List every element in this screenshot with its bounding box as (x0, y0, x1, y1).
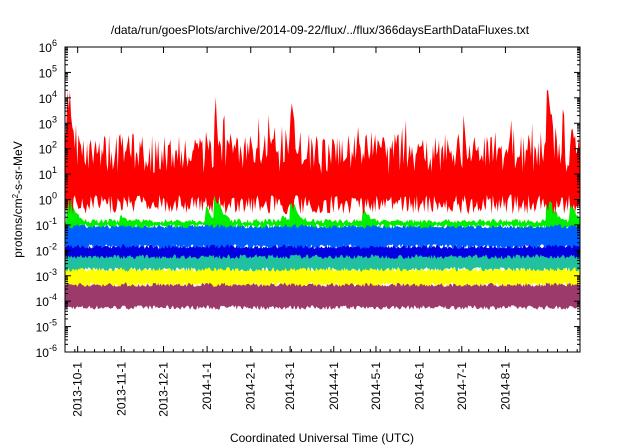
flux-band-3 (65, 221, 580, 272)
y-tick-label: 10-6 (36, 343, 57, 360)
y-tick-label: 10-4 (36, 292, 57, 309)
plot-data-area (65, 90, 580, 310)
x-tick-label: 2013-10-1 (71, 362, 85, 417)
y-tick-label: 10-2 (36, 241, 57, 258)
flux-band-7 (65, 90, 580, 215)
y-tick-label: 101 (39, 165, 57, 182)
flux-band-6 (65, 173, 580, 229)
x-tick-label: 2014-6-1 (413, 362, 427, 410)
x-axis-label: Coordinated Universal Time (UTC) (230, 431, 414, 445)
x-tick-label: 2014-7-1 (455, 362, 469, 410)
axis-ticks: 10-6 10-5 10-4 10-3 10-2 10-1 100 101 102 103 104 1… (36, 38, 580, 417)
y-tick-label: 102 (39, 140, 57, 157)
x-tick-label: 2013-11-1 (114, 362, 128, 416)
y-tick-label: 104 (39, 89, 57, 106)
x-tick-label: 2014-3-1 (283, 362, 297, 410)
flux-band-2 (65, 243, 580, 287)
x-tick-label: 2013-12-1 (156, 362, 170, 417)
flux-band-5 (65, 182, 580, 249)
y-tick-label: 100 (39, 191, 57, 208)
y-tick-label: 103 (39, 114, 57, 131)
y-tick-label: 106 (39, 38, 57, 55)
x-tick-label: 2014-5-1 (369, 362, 383, 410)
y-tick-label: 105 (39, 63, 57, 80)
flux-band-1 (65, 264, 580, 310)
x-tick-label: 2014-1-1 (200, 362, 214, 410)
y-tick-label: 10-1 (36, 216, 57, 233)
x-tick-label: 2014-8-1 (498, 362, 512, 410)
y-tick-label: 10-5 (36, 318, 57, 335)
y-axis-label: protons/cm2-s-sr-MeV (11, 141, 26, 257)
chart-title: /data/run/goesPlots/archive/2014-09-22/f… (111, 23, 530, 37)
x-tick-label: 2014-4-1 (327, 362, 341, 410)
x-tick-label: 2014-2-1 (244, 362, 258, 410)
y-tick-label: 10-3 (36, 267, 57, 284)
flux-band-4 (65, 212, 580, 259)
